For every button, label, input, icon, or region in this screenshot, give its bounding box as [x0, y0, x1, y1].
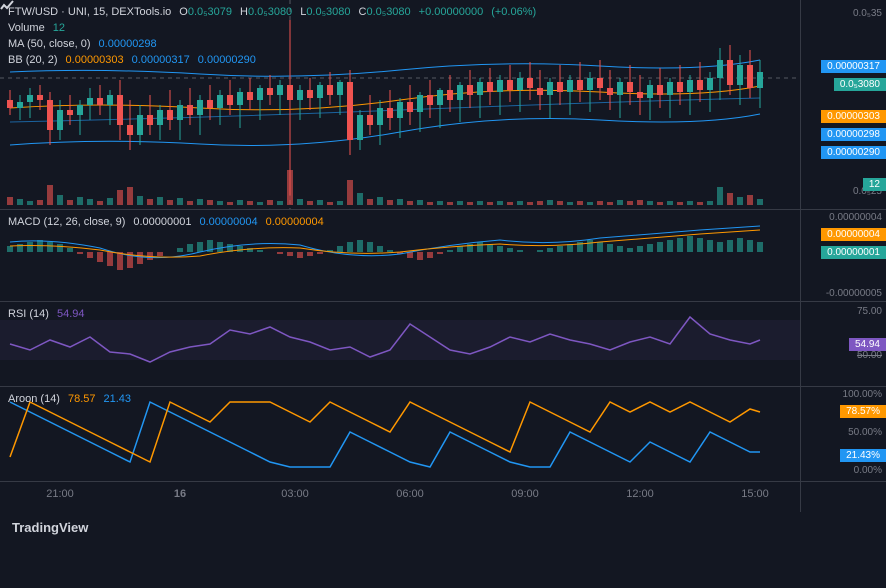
time-label: 12:00 [626, 488, 654, 500]
bb-lower: 0.00000290 [198, 52, 256, 68]
volume-label: Volume [8, 20, 45, 36]
change: +0.00000000 [419, 4, 484, 20]
axis-tag: 54.94 [849, 338, 886, 351]
ohlc-open: O0.0₅3079 [179, 4, 232, 20]
axis-label: 50.00% [848, 427, 882, 438]
ma-label: MA (50, close, 0) [8, 36, 91, 52]
price-axis[interactable]: 0.0₅35 0.0₅25 0.000003170.0₅30800.000003… [800, 0, 886, 209]
price-axis-top: 0.0₅35 [853, 8, 882, 19]
axis-label: -0.00000005 [826, 288, 882, 299]
bb-label: BB (20, 2) [8, 52, 58, 68]
price-chart-area[interactable]: FTW/USD · UNI, 15, DEXTools.io O0.0₅3079… [0, 0, 800, 209]
rsi-legend: RSI (14) 54.94 [8, 306, 85, 322]
axis-label: 75.00 [857, 306, 882, 317]
axis-label: 50.00 [857, 350, 882, 361]
rsi-axis[interactable]: 75.00 50.00 54.94 [800, 302, 886, 386]
macd-chart-area[interactable]: MACD (12, 26, close, 9) 0.00000001 0.000… [0, 210, 800, 301]
aroon-panel: Aroon (14) 78.57 21.43 100.00% 50.00% 0.00… [0, 387, 886, 482]
ohlc-close: C0.0₅3080 [359, 4, 411, 20]
axis-label: 100.00% [843, 389, 882, 400]
bb-mid: 0.00000303 [66, 52, 124, 68]
axis-tag: 0.00000298 [821, 128, 886, 141]
volume-value: 12 [53, 20, 65, 36]
rsi-svg [0, 302, 800, 386]
axis-tag: 21.43% [840, 449, 886, 462]
time-axis-right [800, 482, 886, 512]
chart-container: FTW/USD · UNI, 15, DEXTools.io O0.0₅3079… [0, 0, 886, 588]
aroon-legend: Aroon (14) 78.57 21.43 [8, 391, 131, 407]
rsi-value: 54.94 [57, 306, 85, 322]
time-axis-main: 21:00 16 03:00 06:00 09:00 12:00 15:00 [0, 482, 800, 512]
time-label: 09:00 [511, 488, 539, 500]
price-panel: FTW/USD · UNI, 15, DEXTools.io O0.0₅3079… [0, 0, 886, 210]
aroon-chart-area[interactable]: Aroon (14) 78.57 21.43 [0, 387, 800, 481]
axis-tag: 0.00000303 [821, 110, 886, 123]
ohlc-high: H0.0₅3080 [240, 4, 292, 20]
macd-hist-value: 0.00000001 [133, 214, 191, 230]
axis-tag: 0.00000001 [821, 246, 886, 259]
macd-value: 0.00000004 [200, 214, 258, 230]
axis-tag: 78.57% [840, 405, 886, 418]
time-label: 03:00 [281, 488, 309, 500]
tradingview-label: TradingView [12, 520, 88, 535]
aroon-label: Aroon (14) [8, 391, 60, 407]
change-pct: (+0.06%) [491, 4, 536, 20]
aroon-axis[interactable]: 100.00% 50.00% 0.00% 78.57% 21.43% [800, 387, 886, 481]
symbol-label: FTW/USD · UNI, 15, DEXTools.io [8, 4, 171, 20]
macd-signal-value: 0.00000004 [266, 214, 324, 230]
aroon-down: 21.43 [104, 391, 132, 407]
ohlc-low: L0.0₅3080 [300, 4, 350, 20]
time-label: 15:00 [741, 488, 769, 500]
time-label: 21:00 [46, 488, 74, 500]
axis-label: 0.00000004 [829, 212, 882, 223]
axis-tag: 12 [863, 178, 886, 191]
footer: TradingView [0, 512, 886, 542]
aroon-up: 78.57 [68, 391, 96, 407]
macd-label: MACD (12, 26, close, 9) [8, 214, 125, 230]
rsi-label: RSI (14) [8, 306, 49, 322]
ma-value: 0.00000298 [99, 36, 157, 52]
axis-tag: 0.00000317 [821, 60, 886, 73]
time-axis[interactable]: 21:00 16 03:00 06:00 09:00 12:00 15:00 [0, 482, 886, 512]
axis-tag: 0.00000290 [821, 146, 886, 159]
bb-upper: 0.00000317 [132, 52, 190, 68]
macd-axis[interactable]: 0.00000004 -0.00000005 0.00000004 0.000000… [800, 210, 886, 301]
macd-legend: MACD (12, 26, close, 9) 0.00000001 0.000… [8, 214, 324, 230]
axis-tag: 0.0₅3080 [834, 78, 886, 91]
price-legend: FTW/USD · UNI, 15, DEXTools.io O0.0₅3079… [8, 4, 536, 68]
axis-label: 0.00% [854, 465, 882, 476]
time-label: 06:00 [396, 488, 424, 500]
time-label: 16 [174, 488, 186, 500]
rsi-panel: RSI (14) 54.94 75.00 50.00 54.94 [0, 302, 886, 387]
axis-tag: 0.00000004 [821, 228, 886, 241]
rsi-chart-area[interactable]: RSI (14) 54.94 [0, 302, 800, 386]
macd-panel: MACD (12, 26, close, 9) 0.00000001 0.000… [0, 210, 886, 302]
